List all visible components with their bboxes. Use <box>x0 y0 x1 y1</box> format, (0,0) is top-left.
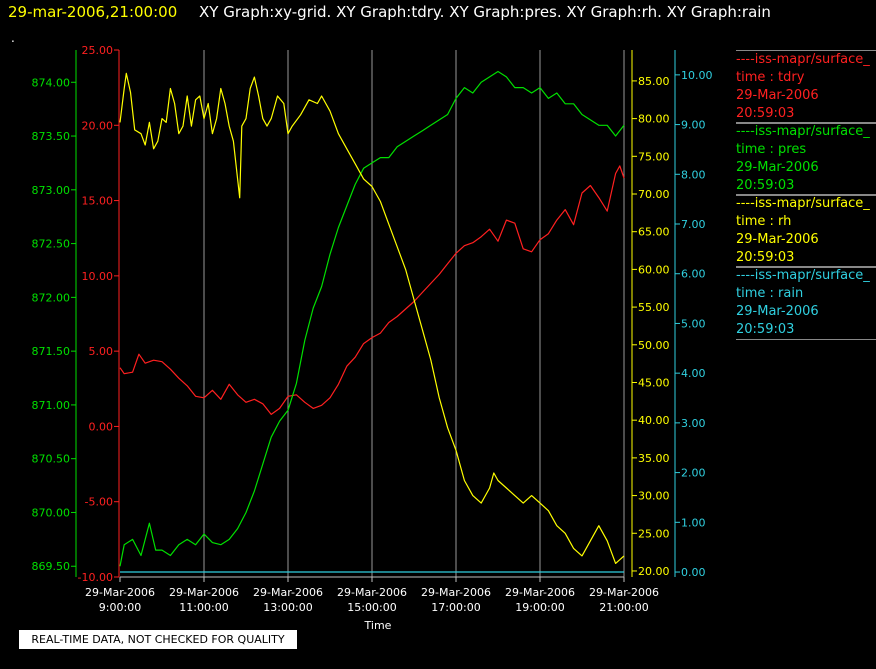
legend-series: ----iss-mapr/surface_ <box>736 266 876 285</box>
pres-tick-label: 870.00 <box>32 506 71 519</box>
rh-tick-label: 80.00 <box>638 113 670 126</box>
x-tick-time-label: 17:00:00 <box>431 601 480 614</box>
legend-entry-0: ----iss-mapr/surface_ time : tdry 29-Mar-2… <box>736 50 876 124</box>
quality-note: REAL-TIME DATA, NOT CHECKED FOR QUALITY <box>19 630 297 649</box>
x-tick-date-label: 29-Mar-2006 <box>589 586 659 599</box>
x-tick-time-label: 19:00:00 <box>515 601 564 614</box>
pres-tick-label: 871.00 <box>32 399 71 412</box>
legend-entry-1: ----iss-mapr/surface_ time : pres 29-Mar-2… <box>736 122 876 196</box>
legend-field: time : tdry <box>736 70 805 85</box>
x-tick-time-label: 15:00:00 <box>347 601 396 614</box>
rain-tick-label: 1.00 <box>681 516 706 529</box>
pres-tick-label: 873.00 <box>32 184 71 197</box>
rain-tick-label: 2.00 <box>681 467 706 480</box>
x-tick-date-label: 29-Mar-2006 <box>85 586 155 599</box>
x-tick-date-label: 29-Mar-2006 <box>337 586 407 599</box>
rain-tick-label: 10.00 <box>681 69 713 82</box>
rh-tick-label: 40.00 <box>638 414 670 427</box>
legend-field: time : rh <box>736 214 792 229</box>
tdry-tick-label: -5.00 <box>85 496 113 509</box>
rh-tick-label: 60.00 <box>638 263 670 276</box>
pres-tick-label: 874.00 <box>32 76 71 89</box>
tdry-tick-label: -10.00 <box>78 571 113 584</box>
rh-tick-label: 20.00 <box>638 565 670 578</box>
rh-tick-label: 55.00 <box>638 301 670 314</box>
legend-time: 20:59:03 <box>736 249 876 268</box>
rain-tick-label: 6.00 <box>681 268 706 281</box>
legend-time: 20:59:03 <box>736 105 876 124</box>
series-rh-line <box>119 72 625 565</box>
rain-tick-label: 0.00 <box>681 566 706 579</box>
x-tick-date-label: 29-Mar-2006 <box>169 586 239 599</box>
tdry-tick-label: 5.00 <box>89 345 114 358</box>
pres-tick-label: 870.50 <box>32 453 71 466</box>
rh-tick-label: 25.00 <box>638 527 670 540</box>
series-pres-line <box>119 70 625 567</box>
header-bar: 29-mar-2006,21:00:00 XY Graph:xy-grid. X… <box>0 0 876 28</box>
legend-date: 29-Mar-2006 <box>736 160 819 175</box>
rh-tick-label: 75.00 <box>638 150 670 163</box>
legend-series: ----iss-mapr/surface_ <box>736 50 876 69</box>
rh-tick-label: 85.00 <box>638 75 670 88</box>
legend-series: ----iss-mapr/surface_ <box>736 122 876 141</box>
tdry-tick-label: 15.00 <box>82 195 114 208</box>
legend-series: ----iss-mapr/surface_ <box>736 194 876 213</box>
pres-tick-label: 872.50 <box>32 238 71 251</box>
rain-tick-label: 5.00 <box>681 317 706 330</box>
x-tick-time-label: 11:00:00 <box>179 601 228 614</box>
status-dot: . <box>11 31 15 45</box>
x-tick-time-label: 13:00:00 <box>263 601 312 614</box>
graph-list-title: XY Graph:xy-grid. XY Graph:tdry. XY Grap… <box>199 3 771 21</box>
rain-tick-label: 9.00 <box>681 119 706 132</box>
tdry-tick-label: 0.00 <box>89 420 114 433</box>
rh-tick-label: 70.00 <box>638 188 670 201</box>
rain-tick-label: 3.00 <box>681 417 706 430</box>
legend-entry-2: ----iss-mapr/surface_ time : rh 29-Mar-200… <box>736 194 876 268</box>
rh-tick-label: 65.00 <box>638 226 670 239</box>
legend-time: 20:59:03 <box>736 177 876 196</box>
x-tick-time-label: 9:00:00 <box>99 601 141 614</box>
rain-tick-label: 4.00 <box>681 367 706 380</box>
legend-date: 29-Mar-2006 <box>736 88 819 103</box>
x-tick-time-label: 21:00:00 <box>599 601 648 614</box>
pres-tick-label: 873.50 <box>32 130 71 143</box>
rh-tick-label: 30.00 <box>638 490 670 503</box>
legend-entry-3: ----iss-mapr/surface_ time : rain 29-Mar-2… <box>736 266 876 340</box>
rain-tick-label: 8.00 <box>681 168 706 181</box>
legend-field: time : rain <box>736 286 804 301</box>
pres-tick-label: 872.00 <box>32 291 71 304</box>
legend-date: 29-Mar-2006 <box>736 304 819 319</box>
x-tick-date-label: 29-Mar-2006 <box>253 586 323 599</box>
rh-tick-label: 50.00 <box>638 339 670 352</box>
pres-tick-label: 869.50 <box>32 560 71 573</box>
x-tick-date-label: 29-Mar-2006 <box>421 586 491 599</box>
current-time-title: 29-mar-2006,21:00:00 <box>8 3 178 21</box>
rh-tick-label: 35.00 <box>638 452 670 465</box>
legend-date: 29-Mar-2006 <box>736 232 819 247</box>
tdry-tick-label: 10.00 <box>82 270 114 283</box>
x-tick-date-label: 29-Mar-2006 <box>505 586 575 599</box>
pres-tick-label: 871.50 <box>32 345 71 358</box>
legend-time: 20:59:03 <box>736 321 876 340</box>
x-axis-label: Time <box>364 619 392 632</box>
rain-tick-label: 7.00 <box>681 218 706 231</box>
rh-tick-label: 45.00 <box>638 376 670 389</box>
tdry-tick-label: 20.00 <box>82 119 114 132</box>
legend-field: time : pres <box>736 142 807 157</box>
tdry-tick-label: 25.00 <box>82 44 114 57</box>
series-tdry-line <box>119 165 625 415</box>
